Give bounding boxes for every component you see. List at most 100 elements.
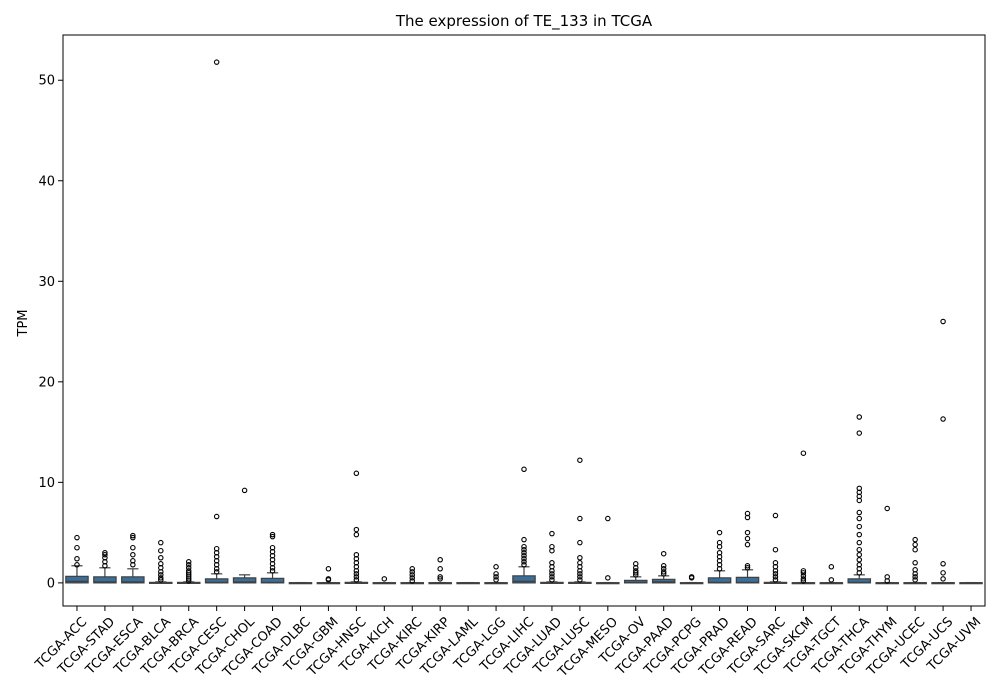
outlier-point — [74, 556, 80, 562]
box-group — [121, 532, 145, 584]
box-group — [679, 574, 704, 585]
box-body — [65, 575, 89, 584]
outlier-point — [912, 546, 918, 553]
outlier-point — [130, 558, 136, 564]
outlier-point — [744, 529, 751, 536]
box-group — [288, 581, 313, 585]
outlier-point — [577, 577, 583, 583]
box-group — [959, 581, 983, 585]
outlier-point — [660, 566, 667, 572]
outlier-point — [800, 573, 807, 579]
y-tick-label: 40 — [38, 174, 55, 189]
outlier-point — [158, 575, 164, 581]
outlier-point — [856, 430, 863, 436]
outlier-point — [185, 568, 192, 574]
outlier-point — [940, 416, 946, 422]
outlier-point — [940, 576, 946, 582]
box-group — [903, 536, 927, 585]
outlier-point — [213, 513, 220, 520]
outlier-point — [130, 534, 136, 541]
box-group — [484, 564, 508, 585]
box-body — [93, 576, 117, 584]
outlier-point — [800, 450, 807, 456]
box-group — [875, 505, 899, 585]
outlier-point — [521, 546, 527, 553]
outlier-point — [828, 577, 835, 583]
outlier-point — [660, 550, 667, 557]
outlier-point — [185, 559, 192, 565]
outlier-point — [102, 549, 108, 556]
outlier-point — [185, 570, 192, 576]
box-body — [121, 576, 145, 584]
box-group — [344, 470, 369, 584]
box-group — [372, 576, 397, 585]
outlier-point — [772, 571, 779, 577]
outlier-point — [521, 549, 527, 556]
box-group — [149, 539, 173, 584]
outlier-point — [521, 552, 527, 559]
outlier-point — [353, 470, 360, 477]
outlier-point — [353, 571, 360, 577]
outlier-point — [744, 535, 751, 542]
box-group — [791, 450, 816, 585]
outlier-point — [940, 561, 946, 567]
outlier-point — [605, 575, 611, 581]
outlier-point — [633, 568, 639, 574]
outlier-point — [577, 554, 583, 561]
outlier-point — [269, 531, 276, 538]
outlier-point — [660, 569, 667, 575]
outlier-point — [213, 545, 220, 552]
outlier-point — [856, 531, 863, 538]
outlier-point — [409, 572, 415, 578]
outlier-point — [800, 570, 807, 576]
outlier-point — [353, 526, 360, 533]
chart-title: The expression of TE_133 in TCGA — [395, 12, 653, 31]
outlier-point — [744, 510, 751, 517]
outlier-point — [353, 577, 360, 583]
outlier-point — [577, 560, 583, 566]
outlier-point — [549, 574, 555, 580]
box-group — [819, 564, 844, 585]
outlier-point — [549, 571, 555, 577]
outlier-point — [660, 571, 667, 577]
outlier-point — [158, 547, 164, 554]
outlier-point — [633, 570, 639, 576]
outlier-point — [772, 512, 779, 519]
outlier-point — [74, 534, 80, 541]
outlier-point — [716, 549, 723, 556]
box-group — [176, 559, 201, 584]
outlier-point — [577, 457, 583, 463]
outlier-point — [828, 564, 835, 570]
y-tick-label: 20 — [38, 375, 55, 390]
outlier-point — [577, 571, 583, 577]
box-group — [763, 512, 788, 584]
outlier-point — [577, 574, 583, 580]
outlier-point — [102, 554, 108, 561]
outlier-point — [605, 515, 611, 522]
box-group — [400, 566, 425, 585]
outlier-point — [409, 575, 415, 581]
outlier-point — [158, 577, 164, 583]
box-group — [65, 534, 89, 584]
box-group — [512, 466, 536, 584]
outlier-point — [493, 564, 499, 570]
outlier-point — [493, 571, 499, 577]
outlier-point — [577, 515, 583, 522]
outlier-point — [716, 529, 723, 536]
outlier-point — [521, 559, 527, 565]
outlier-point — [158, 561, 164, 567]
outlier-point — [940, 570, 946, 576]
box-body — [232, 577, 257, 584]
outlier-point — [521, 556, 527, 562]
outlier-point — [325, 576, 332, 582]
box-group — [568, 457, 592, 584]
outlier-point — [744, 563, 751, 569]
outlier-point — [493, 574, 499, 580]
outlier-point — [549, 530, 555, 537]
outlier-point — [437, 557, 443, 563]
outlier-point — [912, 577, 918, 583]
outlier-point — [912, 536, 918, 543]
outlier-point — [102, 551, 108, 558]
box-group — [847, 414, 872, 584]
